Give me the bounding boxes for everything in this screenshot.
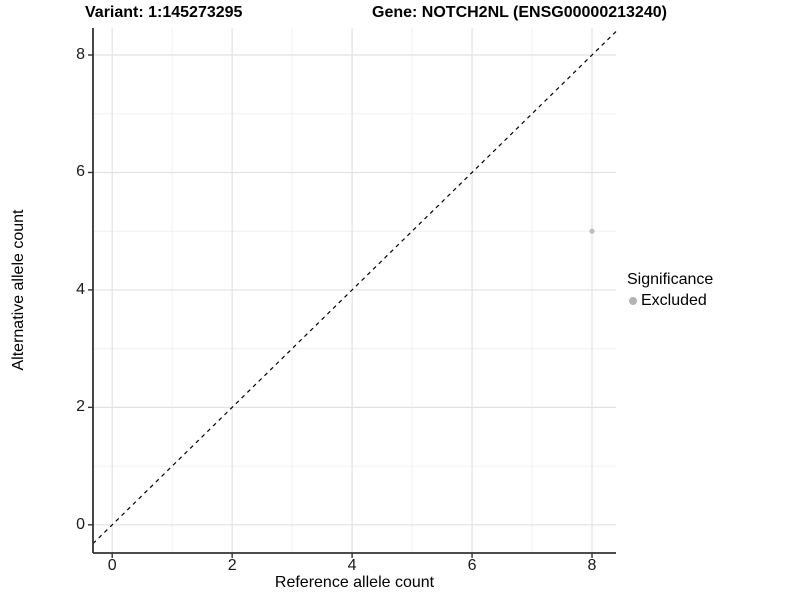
y-tick-label: 8 <box>76 46 85 63</box>
plot-title-variant: Variant: 1:145273295 <box>85 4 243 21</box>
legend-point-icon <box>629 297 637 305</box>
legend-title: Significance <box>627 271 714 288</box>
x-tick-label: 2 <box>227 557 237 574</box>
x-tick-label: 8 <box>587 557 597 574</box>
x-tick-label: 0 <box>107 557 117 574</box>
legend-item-excluded: Excluded <box>627 292 713 310</box>
x-tick-label: 6 <box>467 557 477 574</box>
plot-title-gene: Gene: NOTCH2NL (ENSG00000213240) <box>372 4 667 21</box>
x-tick-label: 4 <box>347 557 357 574</box>
y-tick-label: 0 <box>76 515 85 533</box>
legend-item-label: Excluded <box>641 292 707 309</box>
y-tick-label: 4 <box>76 280 85 298</box>
y-tick-label: 2 <box>76 398 85 416</box>
data-point <box>589 228 595 234</box>
legend: Significance Excluded <box>627 271 713 310</box>
y-axis-title: Alternative allele count <box>10 209 27 371</box>
y-tick-label: 6 <box>76 163 85 181</box>
x-axis-title: Reference allele count <box>274 574 435 591</box>
identity-line <box>92 31 617 545</box>
